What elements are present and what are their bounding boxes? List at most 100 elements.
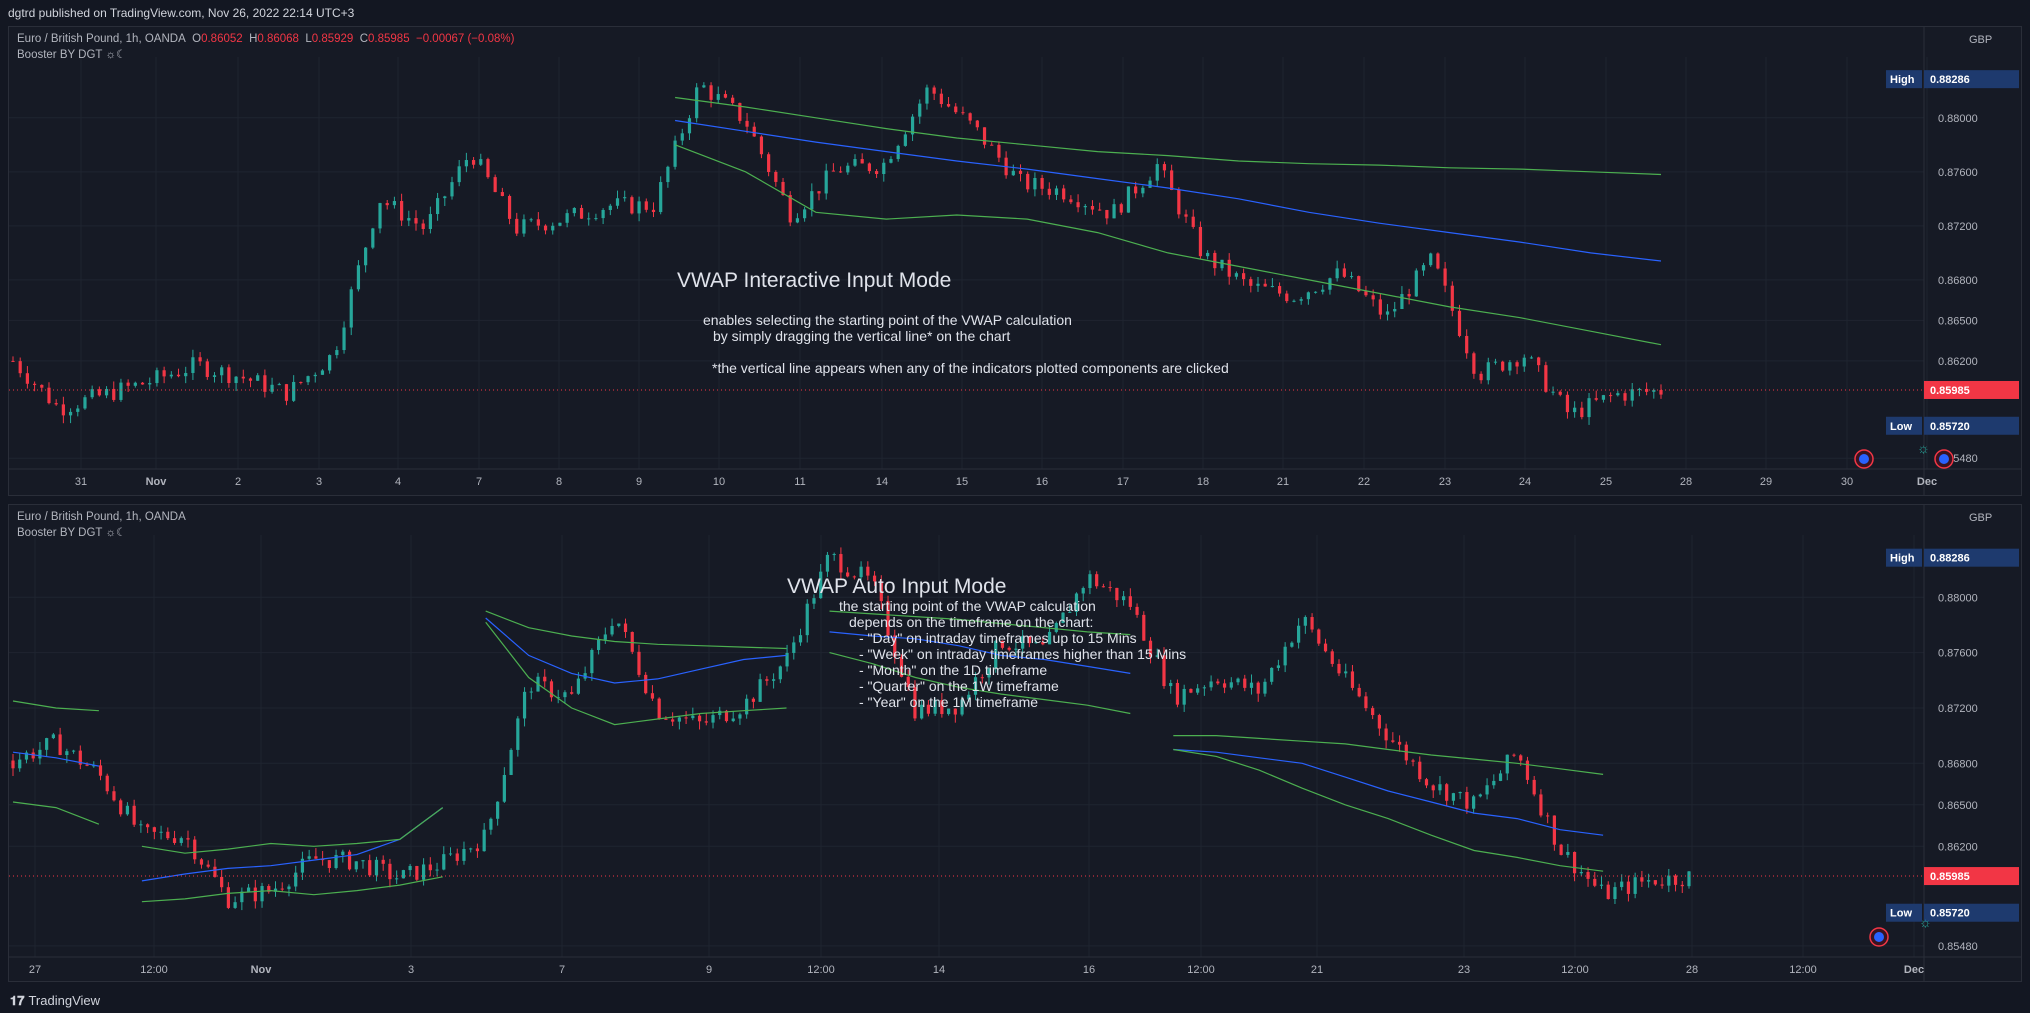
last-price-tag: 0.85985 (1924, 867, 2019, 886)
candle-body (1047, 188, 1051, 195)
candle-body (644, 201, 648, 210)
candle-body (277, 384, 281, 386)
candle-body (435, 869, 439, 871)
candle-body (407, 218, 411, 221)
candle-body (1256, 682, 1260, 694)
candle-body (1411, 760, 1415, 762)
candle-body (1653, 880, 1657, 885)
candle-body (903, 134, 907, 146)
chart-canvas-bottom[interactable]: 0.88000 0.87600 0.87200 0.86800 0.86500 0.862… (9, 505, 2021, 981)
candle-body (489, 818, 493, 830)
candle-body (1580, 407, 1584, 418)
high-price-tag-value: 0.88286 (1930, 553, 1970, 565)
chart-canvas-top[interactable]: 0.88000 0.87600 0.87200 0.86800 0.86500 0.862… (9, 27, 2021, 495)
publisher-header: dgtrd published on TradingView.com, Nov … (8, 6, 355, 20)
candle-body (946, 104, 951, 107)
time-tick-label: 12:00 (1187, 964, 1215, 976)
candle-body (256, 375, 260, 381)
candle-body (1162, 164, 1167, 171)
candle-body (579, 207, 584, 219)
indicator-title[interactable]: Booster BY DGT ☼☾ (17, 527, 127, 539)
candle-body (933, 700, 937, 714)
candle-body (522, 691, 527, 719)
candle-body (758, 679, 762, 702)
candle-body (1299, 299, 1303, 301)
candle-body (1626, 881, 1631, 894)
candle-body (227, 367, 231, 384)
candle-body (475, 848, 480, 852)
candle-body (24, 752, 29, 760)
candle-body (401, 870, 405, 879)
candle-body (179, 838, 183, 843)
indicator-title[interactable]: Booster BY DGT ☼☾ (17, 49, 127, 61)
candle-body (307, 856, 311, 859)
candle-body (932, 87, 936, 94)
low-price-tag-value: 0.85720 (1930, 908, 1970, 920)
time-tick-label: 12:00 (1789, 964, 1817, 976)
candle-body (233, 902, 237, 908)
candle-body (671, 719, 675, 722)
candle-body (414, 218, 418, 224)
candle-body (987, 668, 991, 678)
candle-body (1637, 388, 1642, 390)
candle-body (1108, 587, 1112, 589)
high-price-tag-value-bg (1924, 548, 2019, 567)
candle-body (651, 209, 656, 213)
candle-body (767, 154, 771, 173)
candle-body (630, 632, 634, 652)
candle-body (967, 694, 971, 700)
candle-body (1303, 617, 1307, 626)
candle-body (146, 824, 150, 828)
candle-body (1198, 226, 1203, 257)
candle-body (1148, 640, 1153, 657)
price-tick-label: 0.87600 (1938, 648, 1978, 660)
candle-body (1364, 291, 1368, 296)
time-tick-label: 15 (956, 476, 968, 488)
high-price-tag-label-bg (1886, 70, 1922, 89)
chart-pane-bottom[interactable]: 0.88000 0.87600 0.87200 0.86800 0.86500 0.862… (8, 504, 2022, 982)
price-tick-label: 0.88000 (1938, 113, 1978, 125)
candle-body (205, 361, 209, 377)
candle-body (68, 411, 73, 416)
candle-body (450, 182, 454, 197)
vwap-band-line (675, 96, 1662, 176)
symbol-title[interactable]: Euro / British Pound, 1h, OANDA (17, 33, 186, 45)
candle-body (1177, 189, 1181, 215)
candle-body (1609, 395, 1613, 397)
candle-body (960, 699, 964, 715)
candle-body (603, 634, 607, 640)
high-label: H (249, 33, 258, 45)
candle-body (1021, 636, 1025, 649)
symbol-title[interactable]: Euro / British Pound, 1h, OANDA (17, 511, 186, 523)
candle-body (623, 197, 627, 199)
candle-body (206, 864, 210, 867)
candle-body (1337, 663, 1341, 674)
vwap-band-line (674, 144, 1662, 346)
candle-body (1623, 393, 1627, 401)
candle-body (1162, 655, 1166, 687)
vwap-band-line (829, 610, 1131, 636)
candle-body (1451, 793, 1456, 801)
time-tick-label: 22 (1358, 476, 1370, 488)
candle-body (529, 219, 533, 221)
candle-body (650, 693, 655, 699)
candle-body (1344, 671, 1348, 674)
candle-body (364, 247, 368, 266)
time-tick-label: 18 (1197, 476, 1209, 488)
candle-body (193, 839, 197, 860)
candle-body (1027, 636, 1031, 644)
candle-body (596, 639, 601, 650)
low-price-tag-label-bg (1886, 903, 1922, 922)
candle-body (1640, 877, 1644, 882)
candle-body (1539, 794, 1543, 816)
price-tick-label: 0.87200 (1938, 703, 1978, 715)
candle-body (1525, 760, 1530, 780)
candle-body (1222, 683, 1227, 688)
time-tick-label: Nov (251, 964, 273, 976)
candle-body (1135, 606, 1139, 615)
time-tick-label: 23 (1439, 476, 1451, 488)
candle-body (112, 791, 116, 801)
chart-pane-top[interactable]: 0.88000 0.87600 0.87200 0.86800 0.86500 0.862… (8, 26, 2022, 496)
candle-body (176, 374, 181, 377)
candle-body (617, 623, 621, 626)
